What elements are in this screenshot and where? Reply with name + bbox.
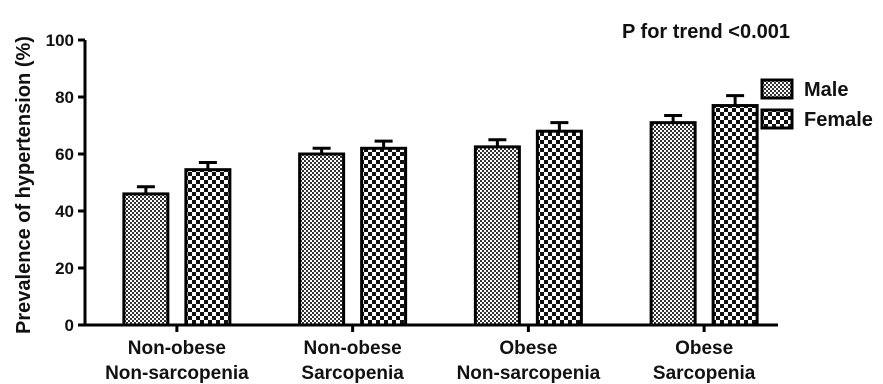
- y-tick-label: 100: [46, 31, 74, 50]
- legend: Male Female: [760, 78, 873, 131]
- legend-swatch-female: [760, 108, 794, 130]
- x-category-label: Sarcopenia: [301, 363, 404, 384]
- y-tick-label: 60: [55, 145, 74, 164]
- bar-female: [184, 168, 232, 327]
- x-category-label: Non-sarcopenia: [105, 363, 249, 384]
- bar-male: [473, 145, 521, 327]
- y-tick-label: 20: [55, 259, 74, 278]
- y-tick-label: 80: [55, 88, 74, 107]
- legend-swatch-male: [760, 78, 794, 100]
- x-category-labels: Non-obese Non-sarcopenia Non-obese Sarcopen…: [105, 325, 756, 384]
- y-axis-label: Prevalence of hypertension (%): [13, 36, 35, 334]
- y-tick-label: 40: [55, 202, 74, 221]
- bar-male: [122, 192, 170, 327]
- x-category-label: Non-obese: [304, 338, 402, 359]
- x-category-label: Non-obese: [128, 338, 226, 359]
- bar-male: [298, 152, 346, 327]
- bar-female: [535, 129, 583, 327]
- y-tick-label: 0: [65, 316, 74, 335]
- legend-label-female: Female: [804, 109, 873, 131]
- bar-female: [360, 146, 408, 327]
- x-category-label: Sarcopenia: [653, 363, 756, 384]
- x-category-label: Obese: [499, 338, 557, 359]
- trend-annotation: P for trend <0.001: [622, 21, 790, 43]
- x-category-label: Non-sarcopenia: [457, 363, 601, 384]
- bars: [122, 94, 759, 327]
- y-ticks: 0 20 40 60 80 100: [46, 31, 85, 335]
- bar-female: [711, 104, 759, 327]
- x-category-label: Obese: [675, 338, 733, 359]
- legend-label-male: Male: [804, 79, 848, 101]
- bar-male: [649, 121, 697, 327]
- y-axis-title: Prevalence of hypertension (%): [13, 36, 35, 334]
